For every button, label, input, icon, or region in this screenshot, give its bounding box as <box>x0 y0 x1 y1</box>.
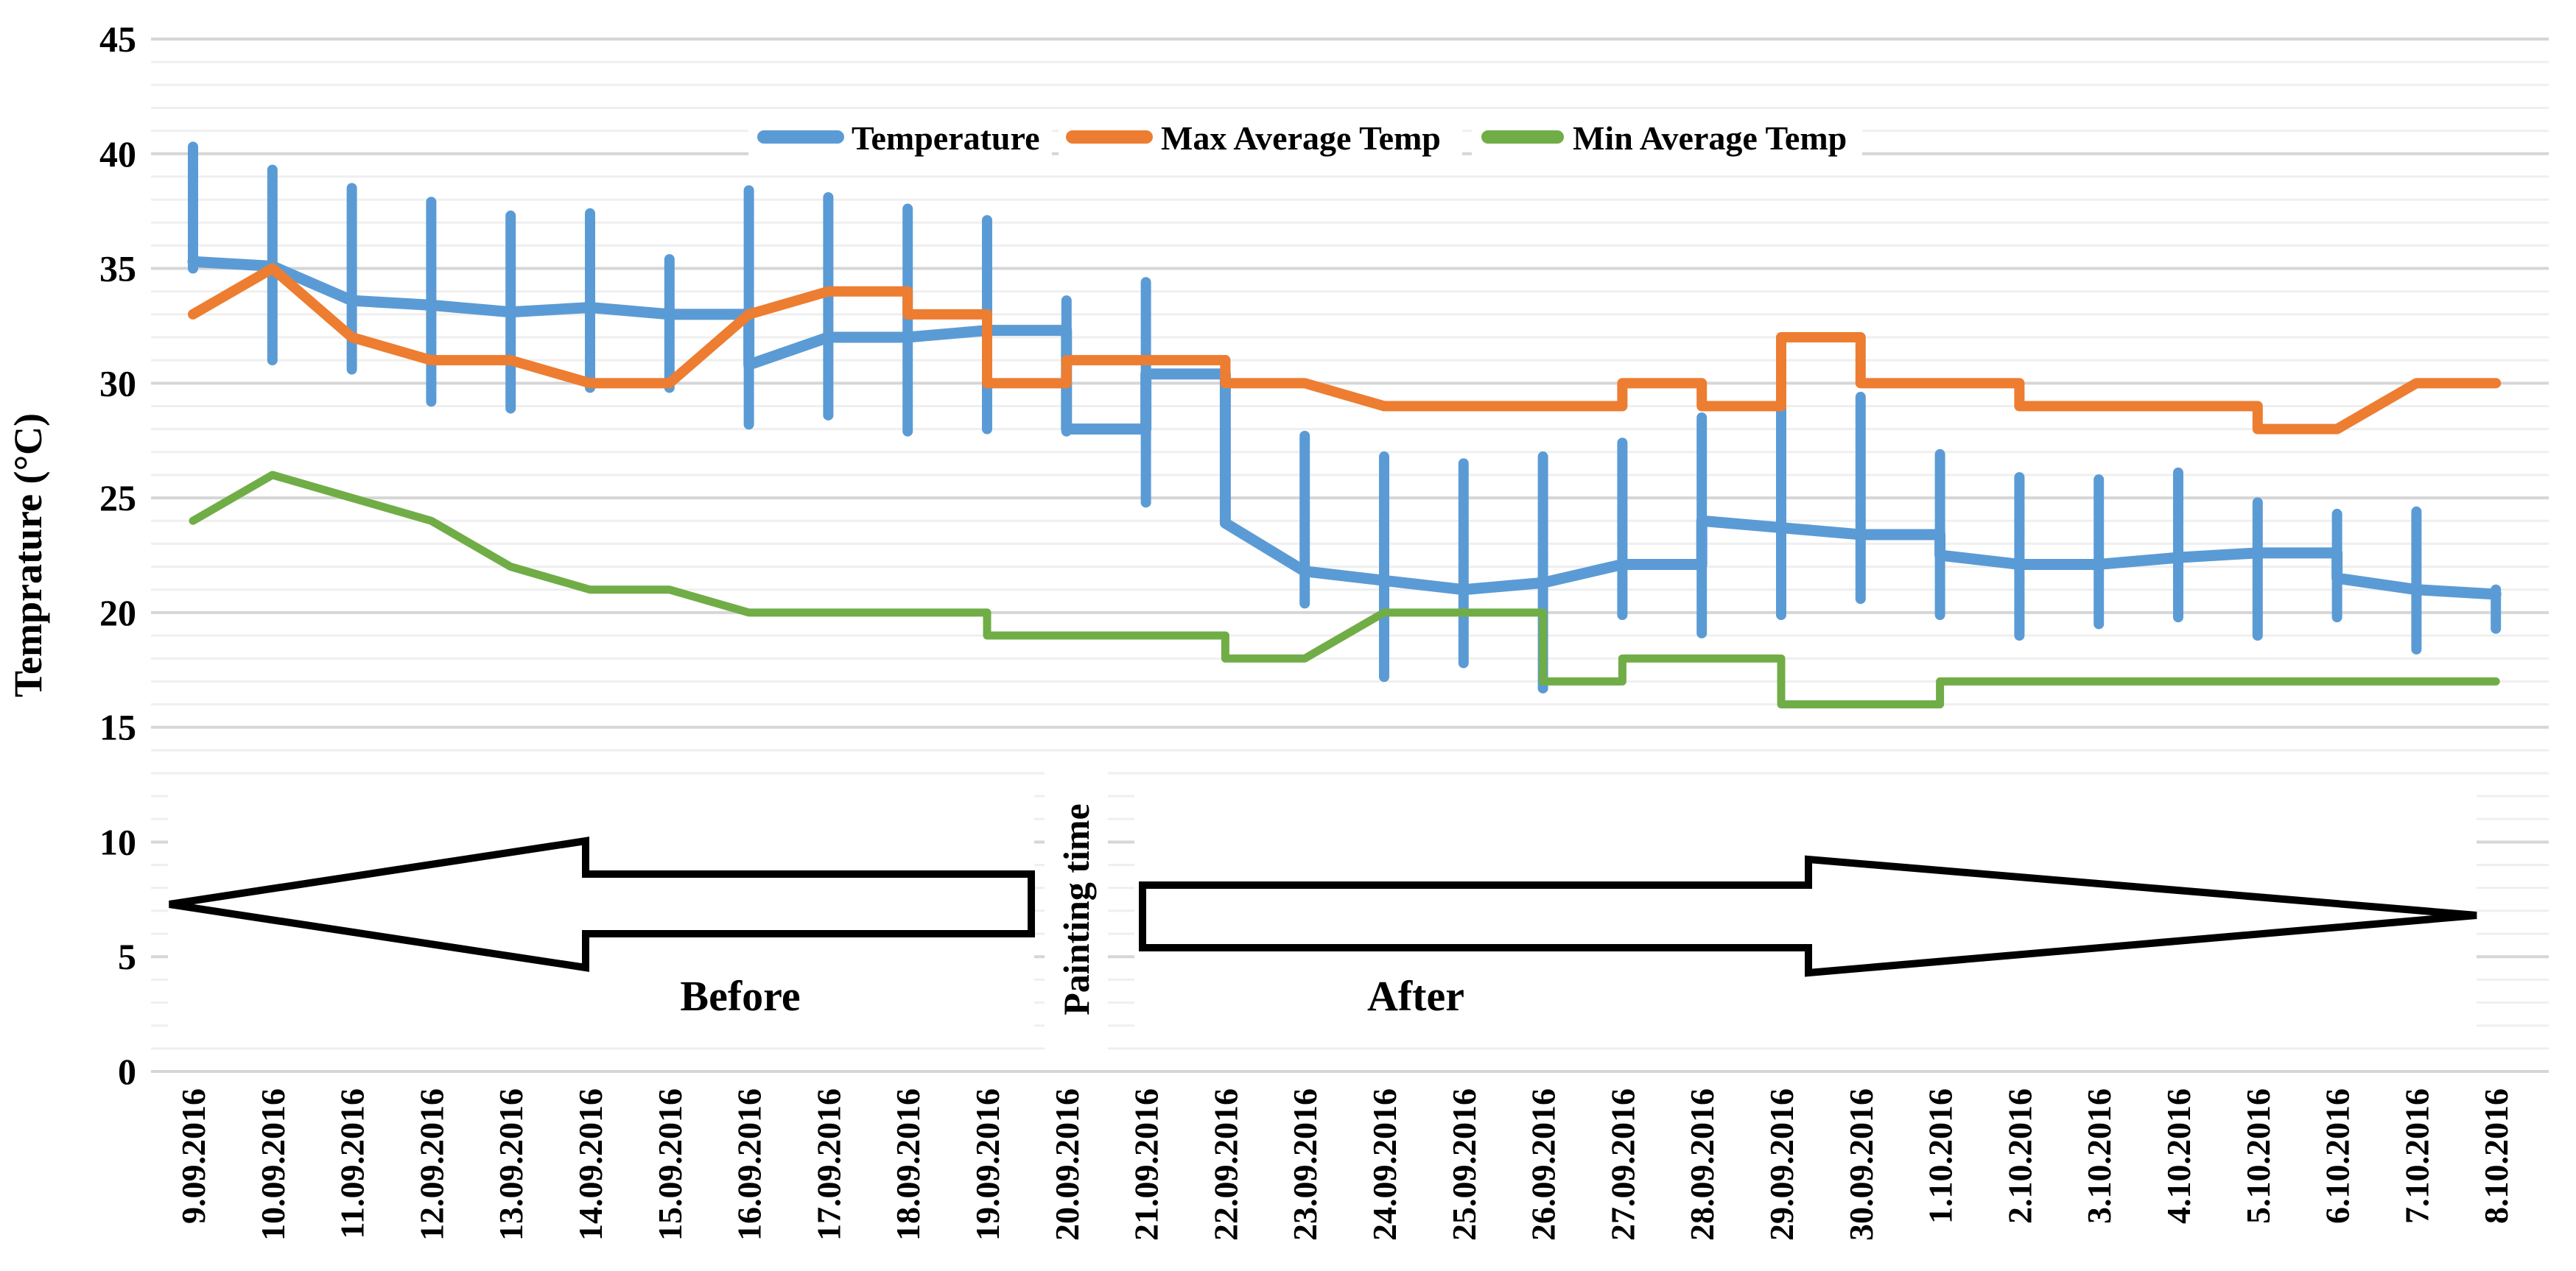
painting-time-box <box>1045 758 1108 1062</box>
x-tick-label: 19.09.2016 <box>969 1088 1006 1241</box>
x-tick-label: 14.09.2016 <box>572 1088 609 1241</box>
x-tick-label: 2.10.2016 <box>2001 1088 2038 1224</box>
x-tick-label: 21.09.2016 <box>1128 1088 1165 1241</box>
y-tick-label: 35 <box>99 248 136 289</box>
legend-item-min-average-temp: Min Average Temp <box>1472 115 1862 159</box>
x-tick-label: 7.10.2016 <box>2398 1088 2435 1224</box>
x-tick-label: 15.09.2016 <box>651 1088 689 1241</box>
x-tick-label: 18.09.2016 <box>889 1088 927 1241</box>
x-tick-label: 22.09.2016 <box>1207 1088 1244 1241</box>
x-tick-label: 1.10.2016 <box>1922 1088 1959 1224</box>
y-tick-label: 25 <box>99 477 136 518</box>
y-axis-title: Temprature (°C) <box>6 413 50 697</box>
legend-item-max-average-temp: Max Average Temp <box>1059 115 1462 159</box>
x-tick-label: 24.09.2016 <box>1366 1088 1403 1241</box>
y-tick-label: 40 <box>99 133 136 175</box>
x-tick-label: 29.09.2016 <box>1763 1088 1800 1241</box>
painting-time-label: Painting time <box>1056 803 1097 1015</box>
y-tick-label: 15 <box>99 707 136 748</box>
x-tick-label: 20.09.2016 <box>1048 1088 1086 1241</box>
x-tick-label: 3.10.2016 <box>2080 1088 2118 1224</box>
legend-swatch-temperature <box>757 130 844 144</box>
x-tick-label: 23.09.2016 <box>1286 1088 1324 1241</box>
after-arrow <box>1139 855 2477 977</box>
x-tick-label: 8.10.2016 <box>2477 1088 2515 1224</box>
after-label: After <box>1367 972 1464 1020</box>
x-tick-label: 16.09.2016 <box>731 1088 768 1241</box>
x-tick-label: 26.09.2016 <box>1525 1088 1562 1241</box>
series-line-temperature <box>187 256 2502 600</box>
x-axis-ticks: 9.09.2016 10.09.2016 11.09.2016 12.09.2016 1… <box>175 1088 2515 1241</box>
legend-label-temperature: Temperature <box>852 119 1040 157</box>
x-tick-label: 6.10.2016 <box>2319 1088 2356 1224</box>
y-axis-ticks: 0 5 10 15 20 25 30 35 40 45 <box>99 18 136 1092</box>
y-tick-label: 10 <box>99 821 136 862</box>
legend-item-temperature: Temperature <box>748 115 1052 159</box>
legend-swatch-max-average-temp <box>1066 130 1153 144</box>
before-arrow <box>169 837 1035 972</box>
x-tick-label: 27.09.2016 <box>1604 1088 1641 1241</box>
y-tick-label: 20 <box>99 592 136 633</box>
x-tick-label: 17.09.2016 <box>810 1088 847 1241</box>
y-tick-label: 5 <box>118 936 136 977</box>
x-tick-label: 28.09.2016 <box>1683 1088 1721 1241</box>
x-tick-label: 12.09.2016 <box>413 1088 450 1241</box>
x-tick-label: 4.10.2016 <box>2160 1088 2197 1224</box>
x-tick-label: 30.09.2016 <box>1842 1088 1880 1241</box>
series-group <box>187 141 2502 709</box>
legend: Temperature Max Average Temp Min Average… <box>748 115 1862 159</box>
legend-swatch-min-average-temp <box>1481 130 1564 144</box>
legend-label-max-average-temp: Max Average Temp <box>1161 119 1441 157</box>
legend-label-min-average-temp: Min Average Temp <box>1573 119 1847 157</box>
y-tick-label: 30 <box>99 362 136 404</box>
before-label: Before <box>680 972 800 1020</box>
x-tick-label: 25.09.2016 <box>1445 1088 1483 1241</box>
x-tick-label: 10.09.2016 <box>254 1088 292 1241</box>
x-tick-label: 11.09.2016 <box>334 1088 371 1239</box>
series-line-max-average-temp <box>188 263 2502 434</box>
x-tick-label: 9.09.2016 <box>175 1088 212 1224</box>
y-tick-label: 45 <box>99 18 136 60</box>
y-tick-label: 0 <box>118 1051 136 1092</box>
x-tick-label: 13.09.2016 <box>492 1088 530 1241</box>
series-line-min-average-temp <box>189 471 2500 709</box>
x-tick-label: 5.10.2016 <box>2239 1088 2277 1224</box>
